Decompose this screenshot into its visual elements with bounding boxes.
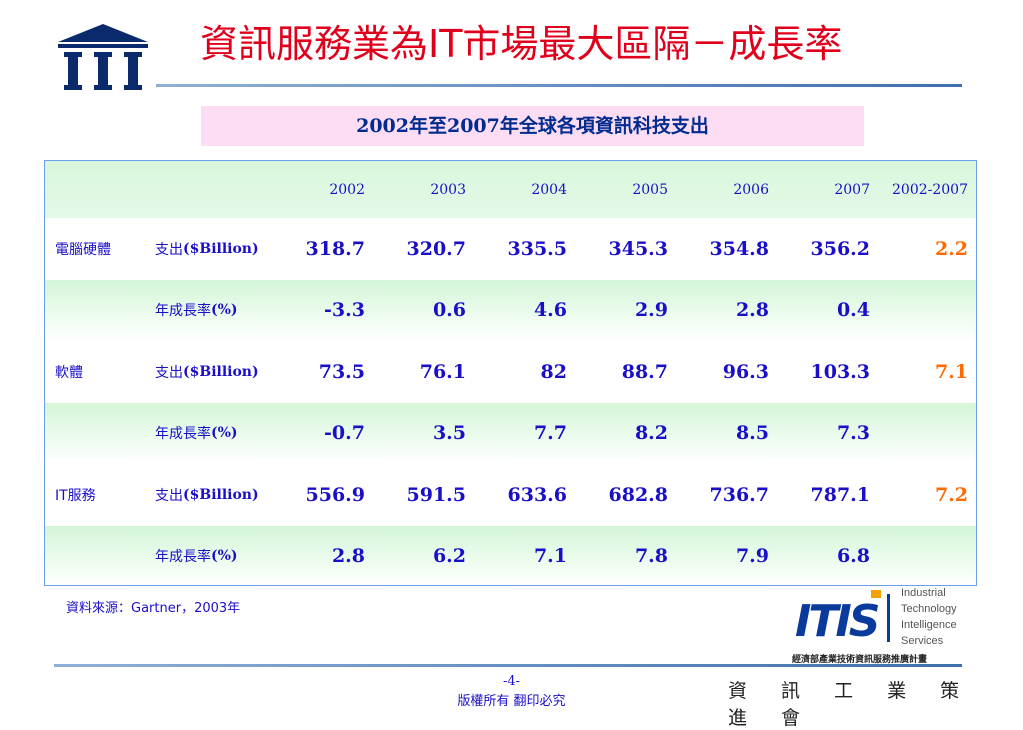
value-cell: 345.3: [608, 237, 669, 260]
itis-line: Industrial: [901, 587, 946, 599]
value-cell: 8.5: [735, 422, 769, 445]
row-category: [55, 280, 145, 342]
value-cell: 88.7: [621, 360, 668, 383]
value-cell: 335.5: [507, 237, 568, 260]
it-spending-table: 2002 2003 2004 2005 2006 2007 2002-2007 電腦硬體 支出…: [44, 160, 977, 586]
itis-program-name: 經濟部產業技術資訊服務推廣計畫: [792, 655, 928, 665]
title-divider: [156, 84, 962, 87]
value-cell: 7.1: [533, 545, 567, 568]
value-cell: 7.3: [836, 422, 870, 445]
row-metric: 年成長率 (%): [155, 548, 238, 566]
cagr-cell: [872, 526, 968, 586]
value-cell: 2.8: [735, 299, 769, 322]
page-title: 資訊服務業為IT市場最大區隔－成長率: [200, 22, 843, 66]
itis-name: Industrial Technology Intelligence Servi…: [901, 585, 957, 649]
iii-logo: [58, 24, 148, 90]
row-category: 軟體: [55, 364, 83, 381]
itis-line: Services: [901, 635, 944, 647]
value-cell: 354.8: [709, 237, 770, 260]
value-cell: 6.2: [432, 545, 466, 568]
cagr-cell: [872, 280, 968, 342]
row-metric: 年成長率 (%): [155, 425, 238, 443]
column-header-2005: 2005: [632, 181, 668, 198]
table-row: 年成長率 (%) -3.3 0.6 4.6 2.9 2.8 0.4: [45, 279, 976, 342]
page-number: -4-: [502, 674, 521, 689]
table-row: 電腦硬體 支出 ($Billion) 318.7 320.7 335.5 345.3 354.…: [45, 218, 976, 280]
itis-line: Technology: [901, 603, 957, 615]
footer-divider: [54, 664, 962, 667]
value-cell: 7.8: [634, 545, 668, 568]
value-cell: 556.9: [305, 483, 366, 506]
value-cell: 0.6: [432, 299, 466, 322]
row-category: 電腦硬體: [55, 241, 111, 258]
value-cell: 4.6: [533, 299, 567, 322]
column-header-2003: 2003: [430, 181, 466, 198]
copyright-notice: 版權所有 翻印必究: [457, 694, 566, 709]
column-header-2002-2007: 2002-2007: [892, 181, 968, 198]
organization-name: 資 訊 工 業 策 進 會: [728, 680, 974, 729]
value-cell: 8.2: [634, 422, 668, 445]
cagr-cell: 2.2: [934, 237, 968, 260]
row-metric: 支出 ($Billion): [155, 240, 259, 258]
table-row: 年成長率 (%) -0.7 3.5 7.7 8.2 8.5 7.3: [45, 402, 976, 465]
value-cell: 73.5: [318, 360, 365, 383]
table-row: IT服務 支出 ($Billion) 556.9 591.5 633.6 682.8 736.…: [45, 464, 976, 526]
value-cell: 787.1: [810, 483, 871, 506]
value-cell: 96.3: [722, 360, 769, 383]
value-cell: 3.5: [432, 422, 466, 445]
value-cell: 633.6: [507, 483, 568, 506]
value-cell: -0.7: [324, 422, 365, 445]
itis-logo-text: ITIS: [795, 596, 879, 644]
column-header-2006: 2006: [733, 181, 769, 198]
value-cell: 103.3: [810, 360, 871, 383]
cagr-cell: 7.2: [934, 483, 968, 506]
value-cell: 320.7: [406, 237, 467, 260]
row-metric: 支出 ($Billion): [155, 363, 259, 381]
value-cell: 7.7: [533, 422, 567, 445]
value-cell: 82: [540, 360, 567, 383]
value-cell: 356.2: [810, 237, 871, 260]
column-header-2002: 2002: [329, 181, 365, 198]
row-category: [55, 403, 145, 465]
value-cell: 6.8: [836, 545, 870, 568]
row-category: IT服務: [55, 487, 96, 504]
value-cell: 318.7: [305, 237, 366, 260]
value-cell: 591.5: [406, 483, 467, 506]
column-header-2004: 2004: [531, 181, 567, 198]
cagr-cell: [872, 403, 968, 465]
value-cell: 2.9: [634, 299, 668, 322]
itis-line: Intelligence: [901, 619, 957, 631]
value-cell: 2.8: [331, 545, 365, 568]
value-cell: 76.1: [419, 360, 466, 383]
itis-logo: ITIS: [795, 590, 890, 644]
value-cell: 0.4: [836, 299, 870, 322]
table-row: 軟體 支出 ($Billion) 73.5 76.1 82 88.7 96.3 103.3 7.1: [45, 341, 976, 403]
data-source-note: 資料來源：Gartner，2003年: [66, 601, 241, 616]
table-header-row: 2002 2003 2004 2005 2006 2007 2002-2007: [45, 161, 976, 219]
column-header-2007: 2007: [834, 181, 870, 198]
value-cell: -3.3: [324, 299, 365, 322]
cagr-cell: 7.1: [934, 360, 968, 383]
row-metric: 年成長率 (%): [155, 302, 238, 320]
table-caption: 2002年至2007年全球各項資訊科技支出: [201, 106, 864, 146]
value-cell: 7.9: [735, 545, 769, 568]
row-category: [55, 526, 145, 586]
value-cell: 736.7: [709, 483, 770, 506]
table-row: 年成長率 (%) 2.8 6.2 7.1 7.8 7.9 6.8: [45, 525, 976, 586]
row-metric: 支出 ($Billion): [155, 486, 259, 504]
value-cell: 682.8: [608, 483, 669, 506]
